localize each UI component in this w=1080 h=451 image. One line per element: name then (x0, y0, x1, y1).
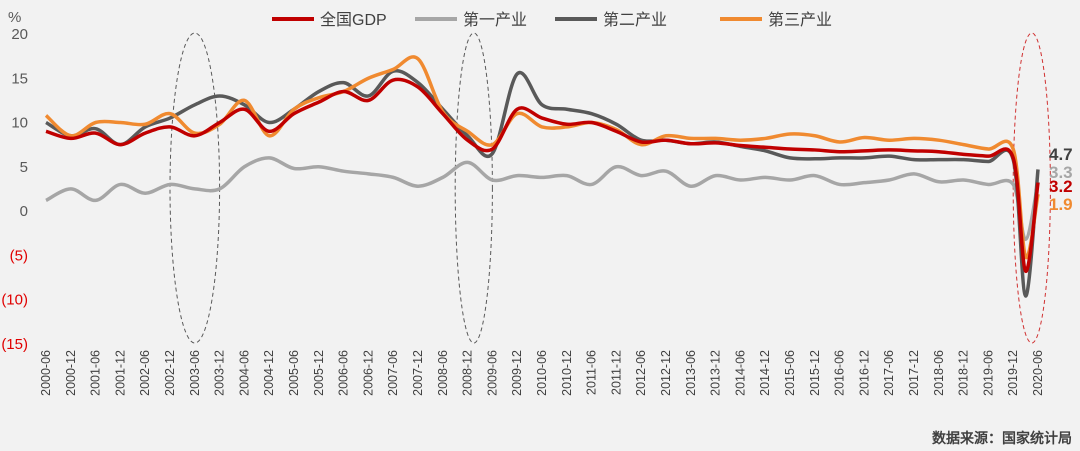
x-tick-label: 2002-06 (138, 350, 152, 396)
y-axis: 20 15 10 5 0 (5) (10) (15) (1, 26, 28, 353)
end-value-labels: 4.73.33.21.9 (1049, 145, 1073, 214)
x-tick-label: 2014-06 (733, 350, 747, 396)
legend-label: 第二产业 (603, 11, 667, 29)
x-tick-label: 2007-12 (411, 350, 425, 396)
y-tick-label: (10) (1, 292, 28, 309)
x-tick-label: 2000-06 (39, 350, 53, 396)
y-tick-label: (5) (10, 247, 28, 264)
x-tick-label: 2019-12 (1006, 350, 1020, 396)
x-tick-label: 2001-12 (113, 350, 127, 396)
x-tick-label: 2008-06 (436, 350, 450, 396)
x-tick-label: 2007-06 (386, 350, 400, 396)
x-tick-label: 2018-12 (957, 350, 971, 396)
source-note: 数据来源：国家统计局 (932, 430, 1072, 446)
x-tick-label: 2020-06 (1031, 350, 1045, 396)
x-tick-label: 2004-12 (262, 350, 276, 396)
x-tick-label: 2012-06 (634, 350, 648, 396)
x-tick-label: 2016-06 (833, 350, 847, 396)
x-tick-label: 2009-12 (510, 350, 524, 396)
x-tick-label: 2010-06 (535, 350, 549, 396)
x-tick-label: 2012-12 (659, 350, 673, 396)
x-tick-label: 2006-12 (361, 350, 375, 396)
x-tick-label: 2010-12 (560, 350, 574, 396)
x-tick-label: 2014-12 (758, 350, 772, 396)
end-value-label: 3.3 (1049, 163, 1073, 182)
legend: 全国GDP 第一产业 第二产业 第三产业 (272, 11, 832, 29)
x-tick-label: 2018-06 (932, 350, 946, 396)
x-tick-label: 2001-06 (89, 350, 103, 396)
x-tick-label: 2016-12 (857, 350, 871, 396)
series-line-2 (45, 69, 1040, 298)
highlight-ellipses (169, 32, 1051, 344)
x-tick-label: 2013-12 (709, 350, 723, 396)
x-tick-label: 2000-12 (64, 350, 78, 396)
legend-label: 第三产业 (768, 11, 832, 29)
highlight-ellipse (454, 32, 493, 344)
x-tick-label: 2005-06 (287, 350, 301, 396)
x-tick-label: 2019-06 (981, 350, 995, 396)
x-axis: 2000-06 2000-12 2001-06 2001-12 2002-06 2002-… (39, 350, 1045, 396)
x-tick-label: 2015-12 (808, 350, 822, 396)
y-tick-label: 20 (11, 26, 28, 43)
x-tick-label: 2011-12 (609, 350, 623, 395)
x-tick-label: 2006-06 (337, 350, 351, 396)
x-tick-label: 2017-12 (907, 350, 921, 396)
x-tick-label: 2002-12 (163, 350, 177, 396)
y-tick-label: 5 (20, 159, 28, 176)
x-tick-label: 2005-12 (312, 350, 326, 396)
x-tick-label: 2003-06 (188, 350, 202, 396)
end-value-label: 1.9 (1049, 195, 1073, 214)
x-tick-label: 2013-06 (684, 350, 698, 396)
series-line-4 (45, 77, 1040, 273)
x-tick-label: 2015-06 (783, 350, 797, 396)
y-tick-label: (15) (1, 336, 28, 353)
legend-label: 全国GDP (320, 11, 387, 29)
series-line-1 (45, 156, 1040, 242)
series-lines (44, 55, 1040, 298)
x-tick-label: 2003-12 (213, 350, 227, 396)
y-tick-label: 15 (11, 70, 28, 87)
x-tick-label: 2008-12 (461, 350, 475, 396)
y-axis-unit-label: % (8, 9, 21, 26)
x-tick-label: 2011-06 (585, 350, 599, 395)
end-value-label: 4.7 (1049, 145, 1073, 164)
x-tick-label: 2009-06 (485, 350, 499, 396)
y-tick-label: 0 (20, 203, 28, 220)
x-tick-label: 2017-06 (882, 350, 896, 396)
y-tick-label: 10 (11, 115, 28, 132)
end-value-label: 3.2 (1049, 177, 1073, 196)
x-tick-label: 2004-06 (237, 350, 251, 396)
legend-label: 第一产业 (463, 11, 527, 29)
